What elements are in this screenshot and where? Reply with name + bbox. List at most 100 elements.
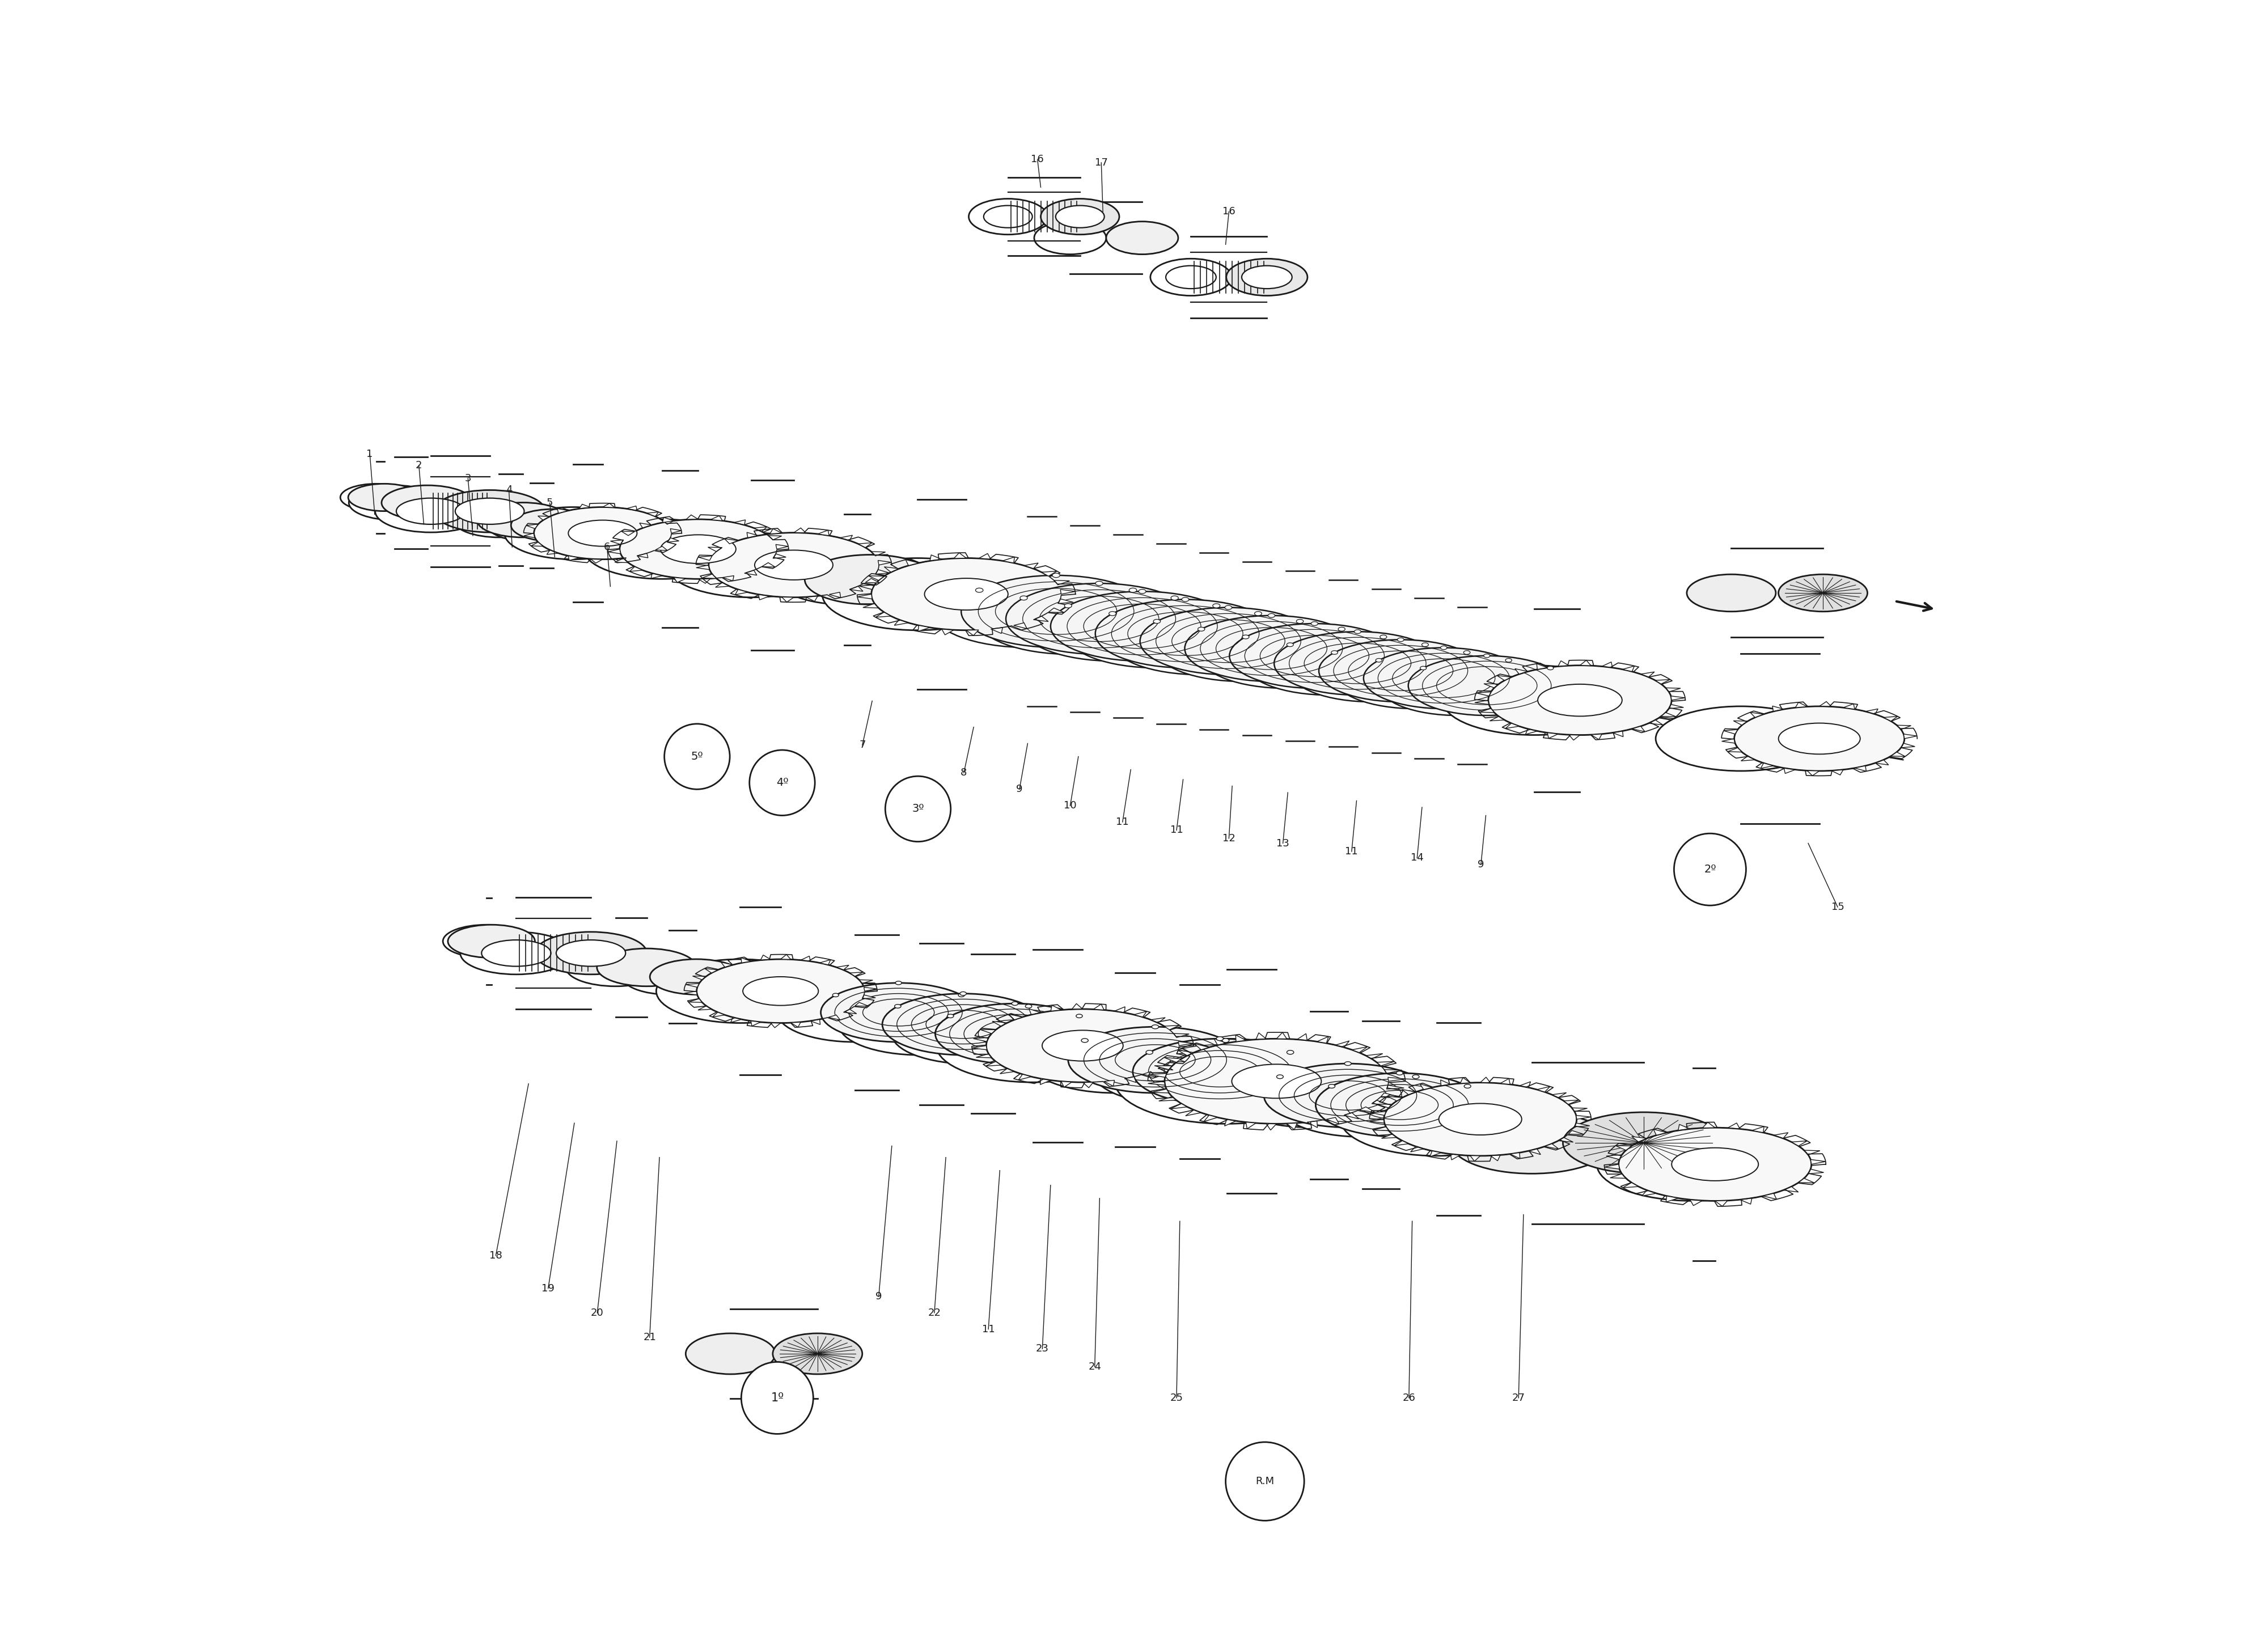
Ellipse shape xyxy=(1397,1072,1404,1075)
Polygon shape xyxy=(850,972,864,977)
Polygon shape xyxy=(894,620,909,625)
Ellipse shape xyxy=(374,490,485,533)
Text: 12: 12 xyxy=(1222,834,1236,843)
Ellipse shape xyxy=(1152,1024,1159,1029)
Polygon shape xyxy=(1538,1087,1549,1092)
Polygon shape xyxy=(689,998,703,1003)
Ellipse shape xyxy=(937,1009,1129,1082)
Ellipse shape xyxy=(1245,631,1413,695)
Polygon shape xyxy=(1613,732,1624,737)
Polygon shape xyxy=(708,547,721,552)
Polygon shape xyxy=(1177,1051,1193,1054)
Ellipse shape xyxy=(1041,1031,1123,1060)
Text: R.M: R.M xyxy=(1256,1476,1275,1486)
Polygon shape xyxy=(1395,1141,1408,1146)
Ellipse shape xyxy=(894,1004,900,1008)
Polygon shape xyxy=(699,579,710,584)
Polygon shape xyxy=(1345,1113,1359,1120)
Text: 8: 8 xyxy=(962,768,966,778)
Polygon shape xyxy=(1163,1026,1179,1029)
Polygon shape xyxy=(919,625,930,631)
Ellipse shape xyxy=(660,534,735,564)
Polygon shape xyxy=(1318,1036,1329,1044)
Polygon shape xyxy=(705,968,717,973)
Text: 16: 16 xyxy=(1222,207,1236,217)
Polygon shape xyxy=(782,597,794,602)
Text: 25: 25 xyxy=(1170,1392,1184,1402)
Circle shape xyxy=(1225,1442,1304,1521)
Polygon shape xyxy=(1411,1146,1424,1152)
Ellipse shape xyxy=(1563,1113,1724,1174)
Polygon shape xyxy=(1490,1156,1501,1161)
Polygon shape xyxy=(1048,608,1064,613)
Ellipse shape xyxy=(755,551,832,580)
Ellipse shape xyxy=(778,554,909,605)
Polygon shape xyxy=(1476,692,1490,695)
Ellipse shape xyxy=(882,993,1043,1055)
Ellipse shape xyxy=(1082,1039,1089,1042)
Polygon shape xyxy=(1372,1100,1388,1105)
Ellipse shape xyxy=(651,958,744,995)
Polygon shape xyxy=(805,597,819,602)
Polygon shape xyxy=(1742,756,1755,761)
Ellipse shape xyxy=(934,1003,1095,1064)
Polygon shape xyxy=(1803,1151,1819,1154)
Ellipse shape xyxy=(1547,666,1554,669)
Polygon shape xyxy=(626,506,637,511)
Polygon shape xyxy=(1204,1115,1218,1121)
Polygon shape xyxy=(1440,1080,1452,1085)
Polygon shape xyxy=(608,549,621,554)
Polygon shape xyxy=(1370,1120,1383,1123)
Polygon shape xyxy=(723,575,735,580)
Text: 5º: 5º xyxy=(692,751,703,761)
Text: 23: 23 xyxy=(1036,1343,1048,1355)
Polygon shape xyxy=(1152,1088,1168,1093)
Ellipse shape xyxy=(1213,603,1220,608)
Polygon shape xyxy=(980,1029,996,1034)
Polygon shape xyxy=(837,965,848,970)
Polygon shape xyxy=(1892,751,1905,756)
Ellipse shape xyxy=(1340,1083,1533,1156)
Text: 11: 11 xyxy=(982,1323,996,1335)
Polygon shape xyxy=(1327,1118,1338,1124)
Polygon shape xyxy=(1025,562,1039,569)
Text: 9: 9 xyxy=(1479,860,1483,870)
Ellipse shape xyxy=(433,490,544,533)
Ellipse shape xyxy=(1408,656,1565,715)
Ellipse shape xyxy=(533,506,671,559)
Polygon shape xyxy=(1173,1034,1188,1037)
Ellipse shape xyxy=(1025,1004,1032,1008)
Polygon shape xyxy=(860,585,875,590)
Polygon shape xyxy=(930,556,941,561)
Ellipse shape xyxy=(1154,620,1161,623)
Polygon shape xyxy=(1808,1169,1823,1174)
Ellipse shape xyxy=(1227,258,1306,296)
Polygon shape xyxy=(1520,1082,1531,1087)
Polygon shape xyxy=(1336,1041,1349,1047)
Ellipse shape xyxy=(1286,1051,1293,1054)
Polygon shape xyxy=(1740,1198,1751,1203)
Polygon shape xyxy=(866,579,880,584)
Polygon shape xyxy=(1055,580,1070,585)
Polygon shape xyxy=(590,559,603,564)
Ellipse shape xyxy=(1052,574,1059,577)
Polygon shape xyxy=(674,577,685,582)
Text: 3º: 3º xyxy=(912,804,923,814)
Polygon shape xyxy=(769,529,782,534)
Polygon shape xyxy=(1783,1187,1799,1192)
Polygon shape xyxy=(1640,672,1653,677)
Polygon shape xyxy=(1601,663,1613,667)
Text: 13: 13 xyxy=(1277,838,1290,848)
Polygon shape xyxy=(975,1054,991,1057)
Polygon shape xyxy=(1286,1123,1297,1129)
Polygon shape xyxy=(1170,1057,1184,1062)
Polygon shape xyxy=(1370,1111,1386,1115)
Polygon shape xyxy=(1256,1032,1266,1039)
Polygon shape xyxy=(878,561,891,566)
Polygon shape xyxy=(1483,684,1499,687)
Polygon shape xyxy=(991,628,1002,633)
Ellipse shape xyxy=(1263,1064,1431,1128)
Polygon shape xyxy=(621,531,635,536)
Polygon shape xyxy=(1479,709,1495,712)
Polygon shape xyxy=(1014,623,1027,628)
